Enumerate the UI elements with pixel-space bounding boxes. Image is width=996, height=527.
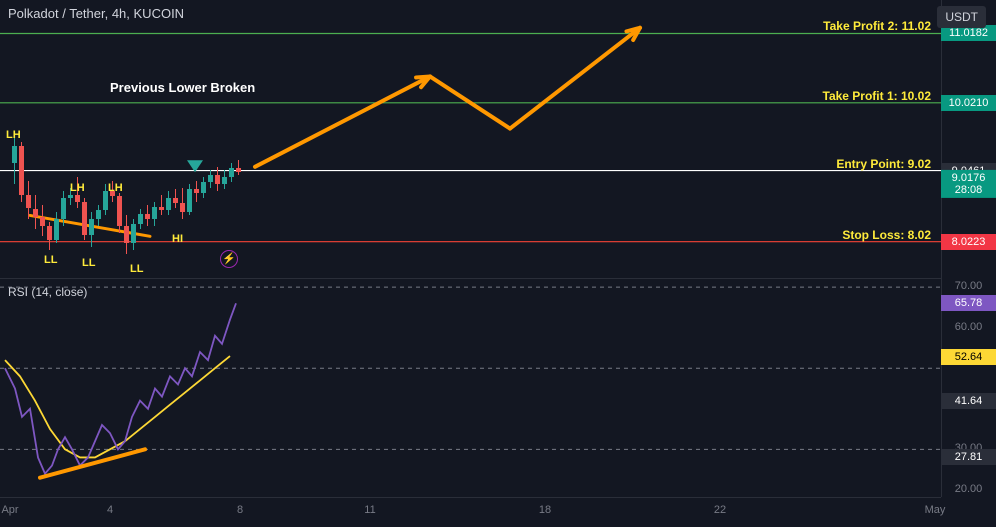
level-label: Stop Loss: 8.02 — [842, 228, 931, 242]
price-axis: 11.018210.02109.04618.02239.017628:0870.… — [941, 0, 996, 497]
chart-annotation: LL — [130, 263, 143, 275]
chart-annotation: Previous Lower Broken — [110, 80, 255, 95]
price-chart-pane[interactable]: Take Profit 2: 11.02 Take Profit 1: 10.02… — [0, 0, 941, 278]
rsi-axis-label: 70.00 — [941, 278, 996, 294]
rsi-axis-label: 52.64 — [941, 349, 996, 365]
rsi-axis-label: 65.78 — [941, 295, 996, 311]
time-tick: 18 — [539, 504, 551, 516]
currency-badge[interactable]: USDT — [937, 6, 986, 28]
price-axis-label: 10.0210 — [941, 95, 996, 111]
chart-annotation: LL — [44, 254, 57, 266]
chart-annotation: LL — [82, 257, 95, 269]
rsi-axis-label: 27.81 — [941, 449, 996, 465]
time-tick: May — [925, 504, 946, 516]
chart-annotation: HI — [172, 233, 183, 245]
trading-chart: Polkadot / Tether, 4h, KUCOIN USDT — [0, 0, 996, 527]
time-axis: Apr48111822May — [0, 497, 941, 527]
time-tick: 22 — [714, 504, 726, 516]
time-tick: 4 — [107, 504, 113, 516]
lightning-icon: ⚡ — [220, 250, 238, 268]
chart-annotation: LH — [6, 129, 21, 141]
current-price-label: 9.017628:08 — [941, 169, 996, 197]
rsi-title: RSI (14, close) — [8, 285, 87, 299]
symbol-title: Polkadot / Tether, 4h, KUCOIN — [8, 6, 184, 21]
rsi-overlay — [0, 279, 941, 498]
chart-annotation: LH — [70, 182, 85, 194]
rsi-chart-pane[interactable]: RSI (14, close) — [0, 278, 941, 497]
chart-annotation: LH — [108, 182, 123, 194]
time-tick: 8 — [237, 504, 243, 516]
level-label: Take Profit 2: 11.02 — [823, 19, 931, 33]
rsi-axis-label: 41.64 — [941, 393, 996, 409]
rsi-axis-label: 20.00 — [941, 481, 996, 497]
price-axis-label: 8.0223 — [941, 234, 996, 250]
price-overlay — [0, 0, 941, 278]
time-tick: Apr — [1, 504, 18, 516]
rsi-axis-label: 60.00 — [941, 319, 996, 335]
level-label: Take Profit 1: 10.02 — [823, 89, 932, 103]
time-tick: 11 — [364, 504, 375, 516]
level-label: Entry Point: 9.02 — [836, 157, 931, 171]
